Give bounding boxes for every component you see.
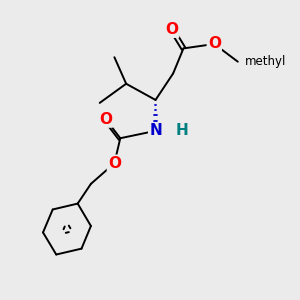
Text: O: O	[165, 22, 178, 37]
Text: H: H	[176, 123, 188, 138]
Text: O: O	[108, 156, 121, 171]
Text: N: N	[149, 123, 162, 138]
Text: O: O	[99, 112, 112, 127]
Text: methyl: methyl	[245, 55, 286, 68]
Text: O: O	[208, 37, 221, 52]
